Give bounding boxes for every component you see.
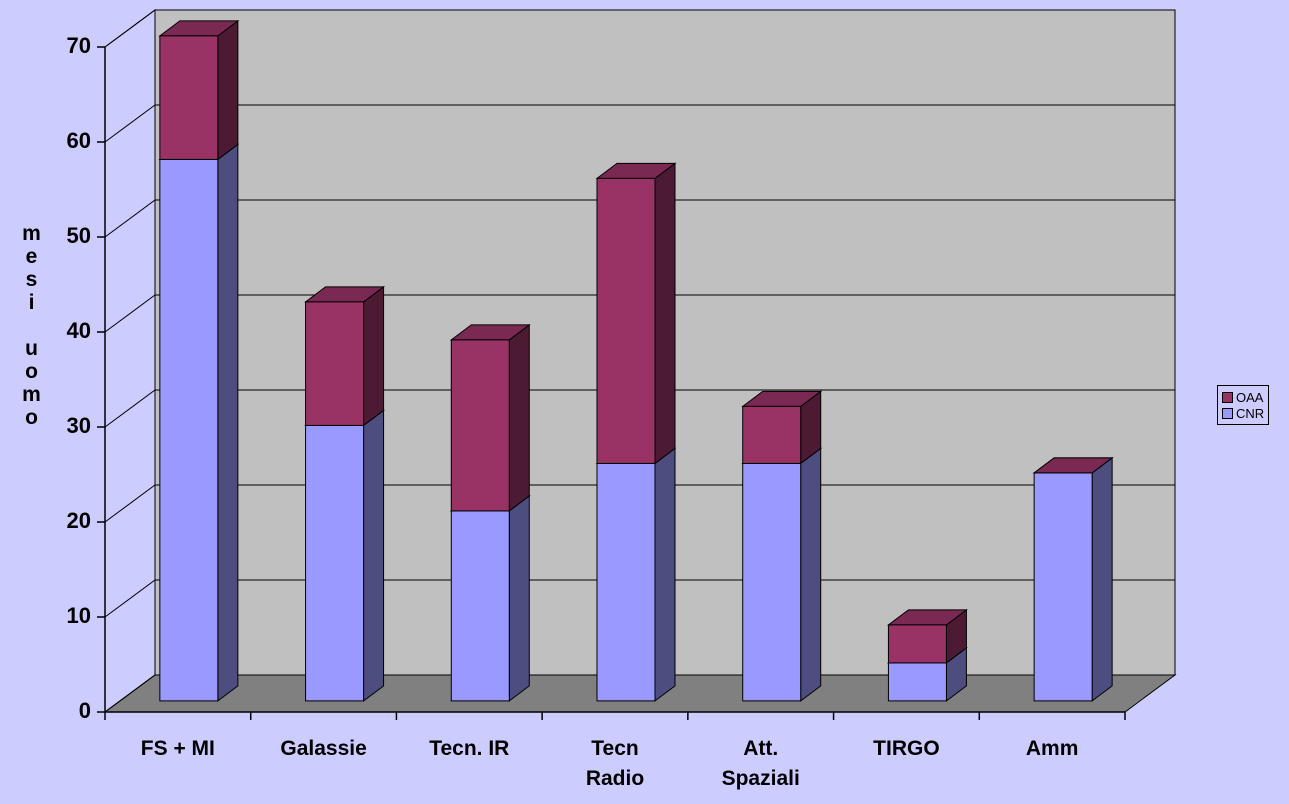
y-tick-label: 0 [79, 698, 91, 723]
bar-side [654, 162, 676, 465]
bar [305, 301, 365, 426]
grid-line [104, 104, 1175, 143]
legend-item: OAA [1222, 389, 1264, 405]
x-tick-label: Tecn Radio [585, 737, 645, 790]
bar [742, 405, 802, 464]
bar [159, 158, 219, 702]
legend-swatch [1222, 391, 1233, 403]
bar [596, 177, 656, 464]
legend-label: OAA [1236, 389, 1264, 405]
bar-side [800, 447, 822, 702]
y-tick-label: 50 [67, 223, 91, 248]
bar-top [1032, 457, 1114, 474]
x-tick-label: Amm [1025, 737, 1079, 760]
bar [450, 510, 510, 702]
bar-side [363, 409, 385, 702]
bar-side [217, 143, 239, 702]
grid-line [104, 294, 1175, 333]
y-axis-label: mesi uomo [20, 222, 43, 429]
bar [305, 424, 365, 702]
bar [887, 662, 947, 702]
grid-line [104, 9, 1175, 48]
grid-line [104, 484, 1175, 523]
bar [887, 624, 947, 664]
bar [1033, 472, 1093, 702]
grid-line [104, 389, 1175, 428]
bar [450, 339, 510, 512]
bar-side [217, 19, 239, 161]
x-tick-label: FS + MI [140, 737, 215, 760]
grid-line [104, 579, 1175, 618]
x-tick-label: Tecn. IR [429, 737, 510, 760]
bar [596, 462, 656, 702]
bar-side [508, 323, 530, 512]
x-tick-label: Att. Spaziali [721, 737, 800, 790]
y-tick-label: 40 [67, 318, 91, 343]
bar-side [508, 494, 530, 702]
bar [742, 462, 802, 702]
y-tick-label: 10 [67, 603, 91, 628]
y-tick-label: 20 [67, 508, 91, 533]
legend-item: CNR [1222, 405, 1264, 421]
y-tick-label: 70 [67, 33, 91, 58]
bar-side [654, 447, 676, 702]
y-tick-label: 60 [67, 128, 91, 153]
legend-swatch [1222, 407, 1233, 419]
x-tick-label: Galassie [280, 737, 367, 760]
legend-label: CNR [1236, 405, 1265, 421]
bar [159, 35, 219, 160]
grid-line [104, 199, 1175, 238]
side-wall [104, 9, 156, 713]
bar-side [363, 285, 385, 427]
legend: OAA CNR [1217, 385, 1270, 425]
bar-side [1091, 456, 1113, 702]
x-tick-label: TIRGO [873, 737, 940, 760]
grid-line [104, 674, 1175, 713]
y-tick-label: 30 [67, 413, 91, 438]
